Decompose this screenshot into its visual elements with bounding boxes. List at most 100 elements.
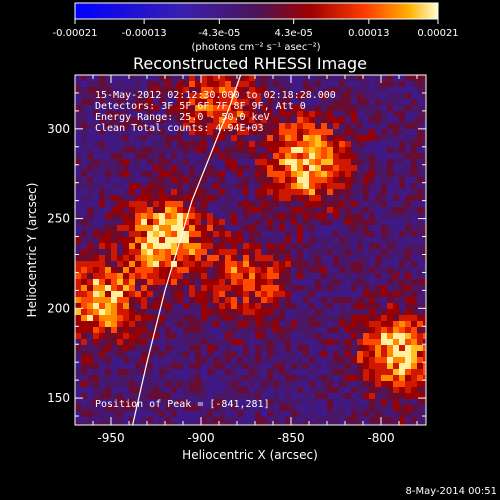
heatmap-cell: [117, 159, 124, 166]
heatmap-cell: [207, 315, 214, 322]
heatmap-cell: [201, 123, 208, 130]
heatmap-cell: [87, 267, 94, 274]
heatmap-cell: [303, 339, 310, 346]
heatmap-cell: [297, 81, 304, 88]
heatmap-cell: [87, 411, 94, 418]
heatmap-cell: [375, 213, 382, 220]
heatmap-cell: [363, 297, 370, 304]
heatmap-cell: [99, 207, 106, 214]
heatmap-cell: [327, 273, 334, 280]
heatmap-cell: [285, 399, 292, 406]
heatmap-cell: [255, 249, 262, 256]
heatmap-cell: [237, 351, 244, 358]
heatmap-cell: [285, 207, 292, 214]
heatmap-cell: [405, 285, 412, 292]
heatmap-cell: [159, 369, 166, 376]
heatmap-cell: [375, 345, 382, 352]
heatmap-cell: [405, 231, 412, 238]
heatmap-cell: [237, 201, 244, 208]
heatmap-cell: [129, 243, 136, 250]
heatmap-cell: [351, 351, 358, 358]
heatmap-cell: [159, 165, 166, 172]
heatmap-cell: [303, 303, 310, 310]
heatmap-cell: [333, 195, 340, 202]
heatmap-cell: [417, 297, 424, 304]
heatmap-cell: [231, 399, 238, 406]
heatmap-cell: [195, 387, 202, 394]
heatmap-cell: [357, 207, 364, 214]
heatmap-cell: [393, 315, 400, 322]
heatmap-cell: [225, 195, 232, 202]
heatmap-cell: [81, 387, 88, 394]
heatmap-cell: [273, 183, 280, 190]
heatmap-cell: [81, 393, 88, 400]
heatmap-cell: [165, 291, 172, 298]
heatmap-cell: [411, 405, 418, 412]
heatmap-cell: [255, 255, 262, 262]
heatmap-cell: [411, 303, 418, 310]
heatmap-cell: [81, 321, 88, 328]
heatmap-cell: [327, 81, 334, 88]
heatmap-cell: [129, 369, 136, 376]
heatmap-cell: [183, 75, 190, 82]
heatmap-cell: [375, 195, 382, 202]
heatmap-cell: [93, 399, 100, 406]
heatmap-cell: [417, 345, 424, 352]
heatmap-cell: [117, 273, 124, 280]
heatmap-cell: [273, 357, 280, 364]
heatmap-cell: [183, 129, 190, 136]
heatmap-cell: [387, 147, 394, 154]
heatmap-cell: [165, 417, 172, 424]
heatmap-cell: [375, 87, 382, 94]
heatmap-cell: [261, 231, 268, 238]
heatmap-cell: [417, 327, 424, 334]
heatmap-cell: [417, 129, 424, 136]
heatmap-cell: [279, 351, 286, 358]
heatmap-cell: [261, 129, 268, 136]
heatmap-cell: [201, 93, 208, 100]
heatmap-cell: [153, 159, 160, 166]
heatmap-cell: [291, 381, 298, 388]
heatmap-cell: [381, 273, 388, 280]
heatmap-cell: [219, 75, 226, 82]
heatmap-cell: [423, 261, 426, 268]
heatmap-cell: [369, 111, 376, 118]
heatmap-cell: [315, 327, 322, 334]
heatmap-cell: [105, 81, 112, 88]
heatmap-cell: [285, 219, 292, 226]
heatmap-cell: [369, 165, 376, 172]
heatmap-cell: [351, 213, 358, 220]
heatmap-cell: [411, 111, 418, 118]
heatmap-cell: [285, 225, 292, 232]
heatmap-cell: [231, 105, 238, 112]
heatmap-cell: [303, 387, 310, 394]
heatmap-cell: [225, 321, 232, 328]
heatmap-cell: [225, 243, 232, 250]
heatmap-cell: [111, 393, 118, 400]
heatmap-cell: [81, 345, 88, 352]
heatmap-cell: [333, 375, 340, 382]
heatmap-cell: [105, 351, 112, 358]
heatmap-cell: [387, 273, 394, 280]
heatmap-cell: [393, 303, 400, 310]
heatmap-cell: [291, 159, 298, 166]
heatmap-cell: [333, 333, 340, 340]
heatmap-cell: [345, 219, 352, 226]
heatmap-cell: [297, 123, 304, 130]
heatmap-cell: [183, 285, 190, 292]
heatmap-cell: [177, 213, 184, 220]
heatmap-cell: [219, 213, 226, 220]
heatmap-cell: [285, 105, 292, 112]
heatmap-cell: [345, 87, 352, 94]
heatmap-cell: [291, 183, 298, 190]
heatmap-cell: [363, 81, 370, 88]
heatmap-cell: [141, 345, 148, 352]
heatmap-cell: [255, 321, 262, 328]
heatmap-cell: [297, 171, 304, 178]
heatmap-cell: [273, 417, 280, 424]
heatmap-cell: [357, 81, 364, 88]
heatmap-cell: [105, 387, 112, 394]
heatmap-cell: [291, 399, 298, 406]
heatmap-cell: [327, 99, 334, 106]
heatmap-cell: [393, 105, 400, 112]
